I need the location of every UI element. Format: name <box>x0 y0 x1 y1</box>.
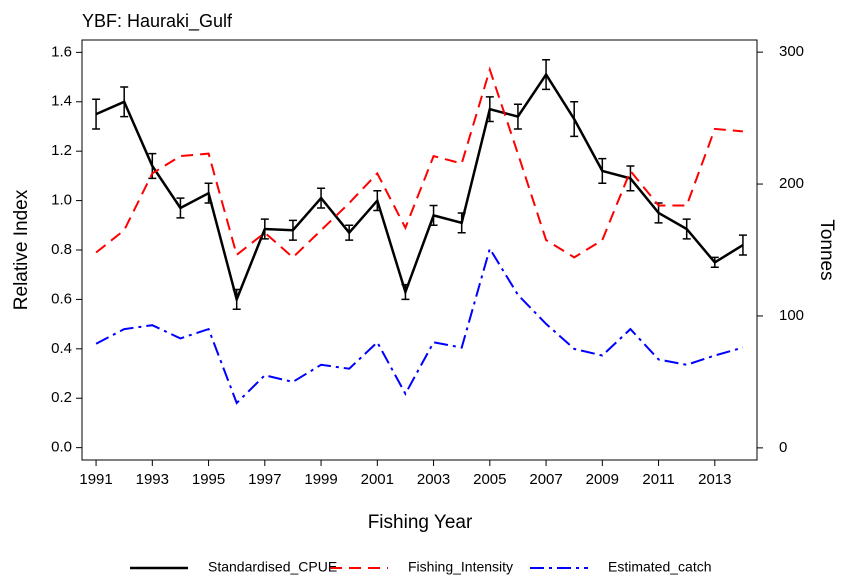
y2-tick-label: 0 <box>779 439 787 456</box>
legend-label: Fishing_Intensity <box>408 559 513 575</box>
x-tick-label: 2003 <box>417 471 450 488</box>
x-tick-label: 2011 <box>642 471 674 488</box>
x-tick-label: 1999 <box>304 471 337 488</box>
series-line <box>95 66 743 259</box>
x-tick-label: 2013 <box>698 471 731 488</box>
x-tick-label: 1995 <box>192 471 225 488</box>
x-tick-label: 2005 <box>473 471 506 488</box>
x-tick-label: 1991 <box>79 471 112 488</box>
y-tick-label: 1.0 <box>51 192 72 209</box>
legend-label: Estimated_catch <box>608 559 712 575</box>
y-tick-label: 1.6 <box>51 43 72 60</box>
y2-tick-label: 200 <box>779 175 804 192</box>
error-bar <box>92 98 101 130</box>
x-tick-label: 2007 <box>529 471 562 488</box>
x-tick-label: 1997 <box>248 471 281 488</box>
series-line <box>95 246 744 405</box>
plot-frame <box>81 39 758 461</box>
y2-tick-label: 100 <box>779 307 804 324</box>
y-tick-label: 0.4 <box>51 340 72 357</box>
x-axis-label: Fishing Year <box>368 512 473 533</box>
y-tick-label: 0.6 <box>51 290 72 307</box>
x-tick-label: 2009 <box>586 471 619 488</box>
x-tick-label: 2001 <box>361 471 394 488</box>
series-line <box>95 72 744 304</box>
y2-tick-label: 300 <box>779 43 804 60</box>
error-bar <box>738 234 747 256</box>
y-tick-label: 0.2 <box>51 389 72 406</box>
y2-axis-label: Tonnes <box>816 219 837 280</box>
chart-title: YBF: Hauraki_Gulf <box>82 11 233 32</box>
y-axis-label: Relative Index <box>11 189 32 310</box>
y-tick-label: 0.0 <box>51 439 72 456</box>
legend-label: Standardised_CPUE <box>208 559 337 575</box>
y-tick-label: 0.8 <box>51 241 72 258</box>
x-tick-label: 1993 <box>136 471 169 488</box>
y-tick-label: 1.4 <box>51 93 72 110</box>
y-tick-label: 1.2 <box>51 142 72 159</box>
